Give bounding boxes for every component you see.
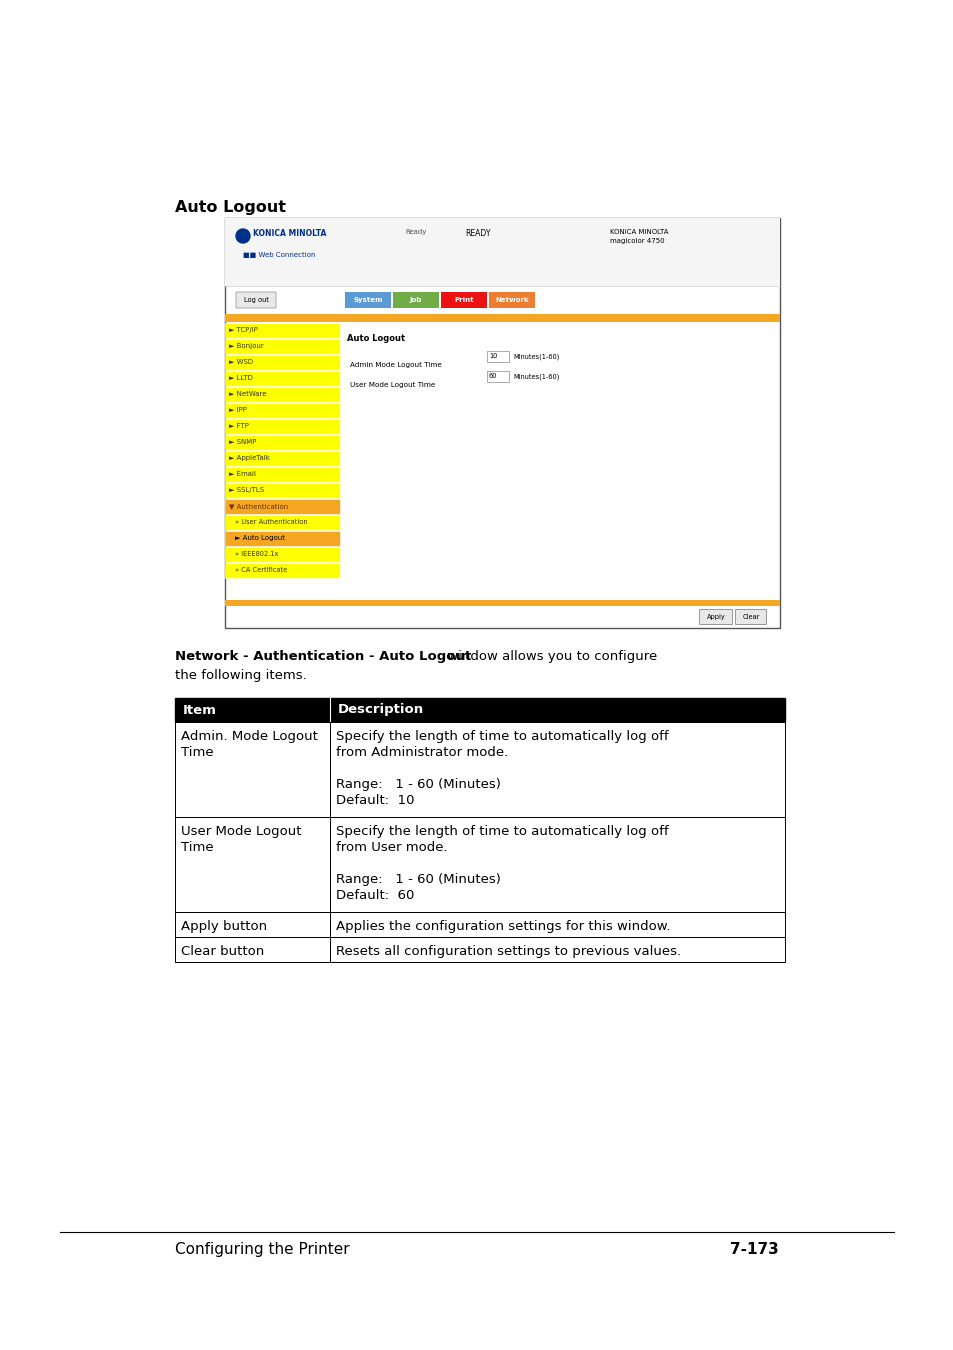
Text: Configuring the Printer: Configuring the Printer [174,1242,349,1257]
Text: Resets all configuration settings to previous values.: Resets all configuration settings to pre… [335,945,680,958]
Text: User Mode Logout: User Mode Logout [181,825,301,838]
Text: Network: Network [495,297,528,302]
Text: ► NetWare: ► NetWare [229,392,266,397]
Bar [174,913,784,937]
Text: Applies the configuration settings for this window.: Applies the configuration settings for t… [335,919,670,933]
Text: KONICA MINOLTA
magicolor 4750: KONICA MINOLTA magicolor 4750 [609,230,668,243]
Bar [225,435,339,450]
Text: Clear button: Clear button [181,945,264,958]
FancyBboxPatch shape [699,609,732,625]
Bar [225,563,339,578]
Text: Description: Description [337,703,424,717]
Text: Time: Time [181,747,213,759]
Text: 10: 10 [489,354,497,359]
Text: Minutes(1-60): Minutes(1-60) [513,373,558,379]
Text: the following items.: the following items. [174,670,307,682]
Text: Range:   1 - 60 (Minutes): Range: 1 - 60 (Minutes) [335,873,500,886]
Text: Log out: Log out [243,297,268,302]
Text: KONICA MINOLTA: KONICA MINOLTA [253,230,326,238]
Bar [174,817,784,913]
Text: ► FTP: ► FTP [229,423,249,429]
Text: Apply button: Apply button [181,919,267,933]
Bar [489,292,535,308]
Bar [174,698,784,722]
Text: » CA Certificate: » CA Certificate [234,567,287,572]
Text: 60: 60 [489,374,497,379]
Bar [345,292,391,308]
Circle shape [235,230,250,243]
Text: ► Auto Logout: ► Auto Logout [234,535,285,541]
Bar [174,722,784,817]
Text: Print: Print [454,297,474,302]
Text: window allows you to configure: window allows you to configure [442,649,657,663]
Text: Specify the length of time to automatically log off: Specify the length of time to automatica… [335,825,668,838]
Text: Job: Job [410,297,422,302]
Text: Clear: Clear [741,614,759,620]
FancyBboxPatch shape [235,292,275,308]
Bar [393,292,438,308]
Text: System: System [353,297,382,302]
Bar [225,599,780,606]
Bar [225,531,339,545]
Text: ► SSL/TLS: ► SSL/TLS [229,487,264,493]
Text: ► SNMP: ► SNMP [229,439,256,446]
Text: ■■ Web Connection: ■■ Web Connection [243,252,315,258]
Bar [225,355,339,370]
Text: from Administrator mode.: from Administrator mode. [335,747,508,759]
Text: Range:   1 - 60 (Minutes): Range: 1 - 60 (Minutes) [335,778,500,791]
Bar [225,217,780,286]
Bar [174,937,784,963]
Bar [225,217,780,628]
Bar [225,483,339,498]
Bar [486,351,509,362]
Bar [225,339,339,354]
Bar [225,404,339,418]
Text: ► TCP/IP: ► TCP/IP [229,327,257,333]
Text: ► AppleTalk: ► AppleTalk [229,455,270,460]
Text: ► Bonjour: ► Bonjour [229,343,263,350]
Text: » IEEE802.1x: » IEEE802.1x [234,551,278,558]
Bar [225,387,339,402]
Bar [225,467,339,482]
Text: Time: Time [181,841,213,855]
Text: Network - Authentication - Auto Logout: Network - Authentication - Auto Logout [174,649,471,663]
Text: ► Email: ► Email [229,471,255,477]
Text: Apply: Apply [706,614,724,620]
Text: Ready: Ready [405,230,426,235]
Text: Admin Mode Logout Time: Admin Mode Logout Time [350,362,441,369]
Text: Default:  60: Default: 60 [335,890,414,902]
Text: ▼ Authentication: ▼ Authentication [229,504,288,509]
Bar [225,514,339,531]
Bar [225,371,339,386]
Text: Specify the length of time to automatically log off: Specify the length of time to automatica… [335,730,668,742]
Text: Item: Item [183,703,216,717]
Text: Minutes(1-60): Minutes(1-60) [513,354,558,359]
Bar [225,547,339,562]
Bar [225,323,339,338]
Text: Auto Logout: Auto Logout [174,200,286,215]
Bar [225,451,339,466]
Text: ► WSD: ► WSD [229,359,253,364]
Text: Admin. Mode Logout: Admin. Mode Logout [181,730,317,742]
Bar [225,418,339,433]
FancyBboxPatch shape [735,609,765,625]
Text: 7-173: 7-173 [729,1242,779,1257]
Text: » User Authentication: » User Authentication [234,518,307,525]
Text: READY: READY [464,230,490,238]
Bar [440,292,486,308]
Text: ► IPP: ► IPP [229,406,247,413]
Text: from User mode.: from User mode. [335,841,447,855]
Text: ► LLTD: ► LLTD [229,375,253,381]
Bar [225,315,780,323]
Text: Auto Logout: Auto Logout [347,333,405,343]
Text: User Mode Logout Time: User Mode Logout Time [350,382,435,387]
Bar [486,371,509,382]
Bar [225,500,339,514]
Text: Default:  10: Default: 10 [335,794,414,807]
